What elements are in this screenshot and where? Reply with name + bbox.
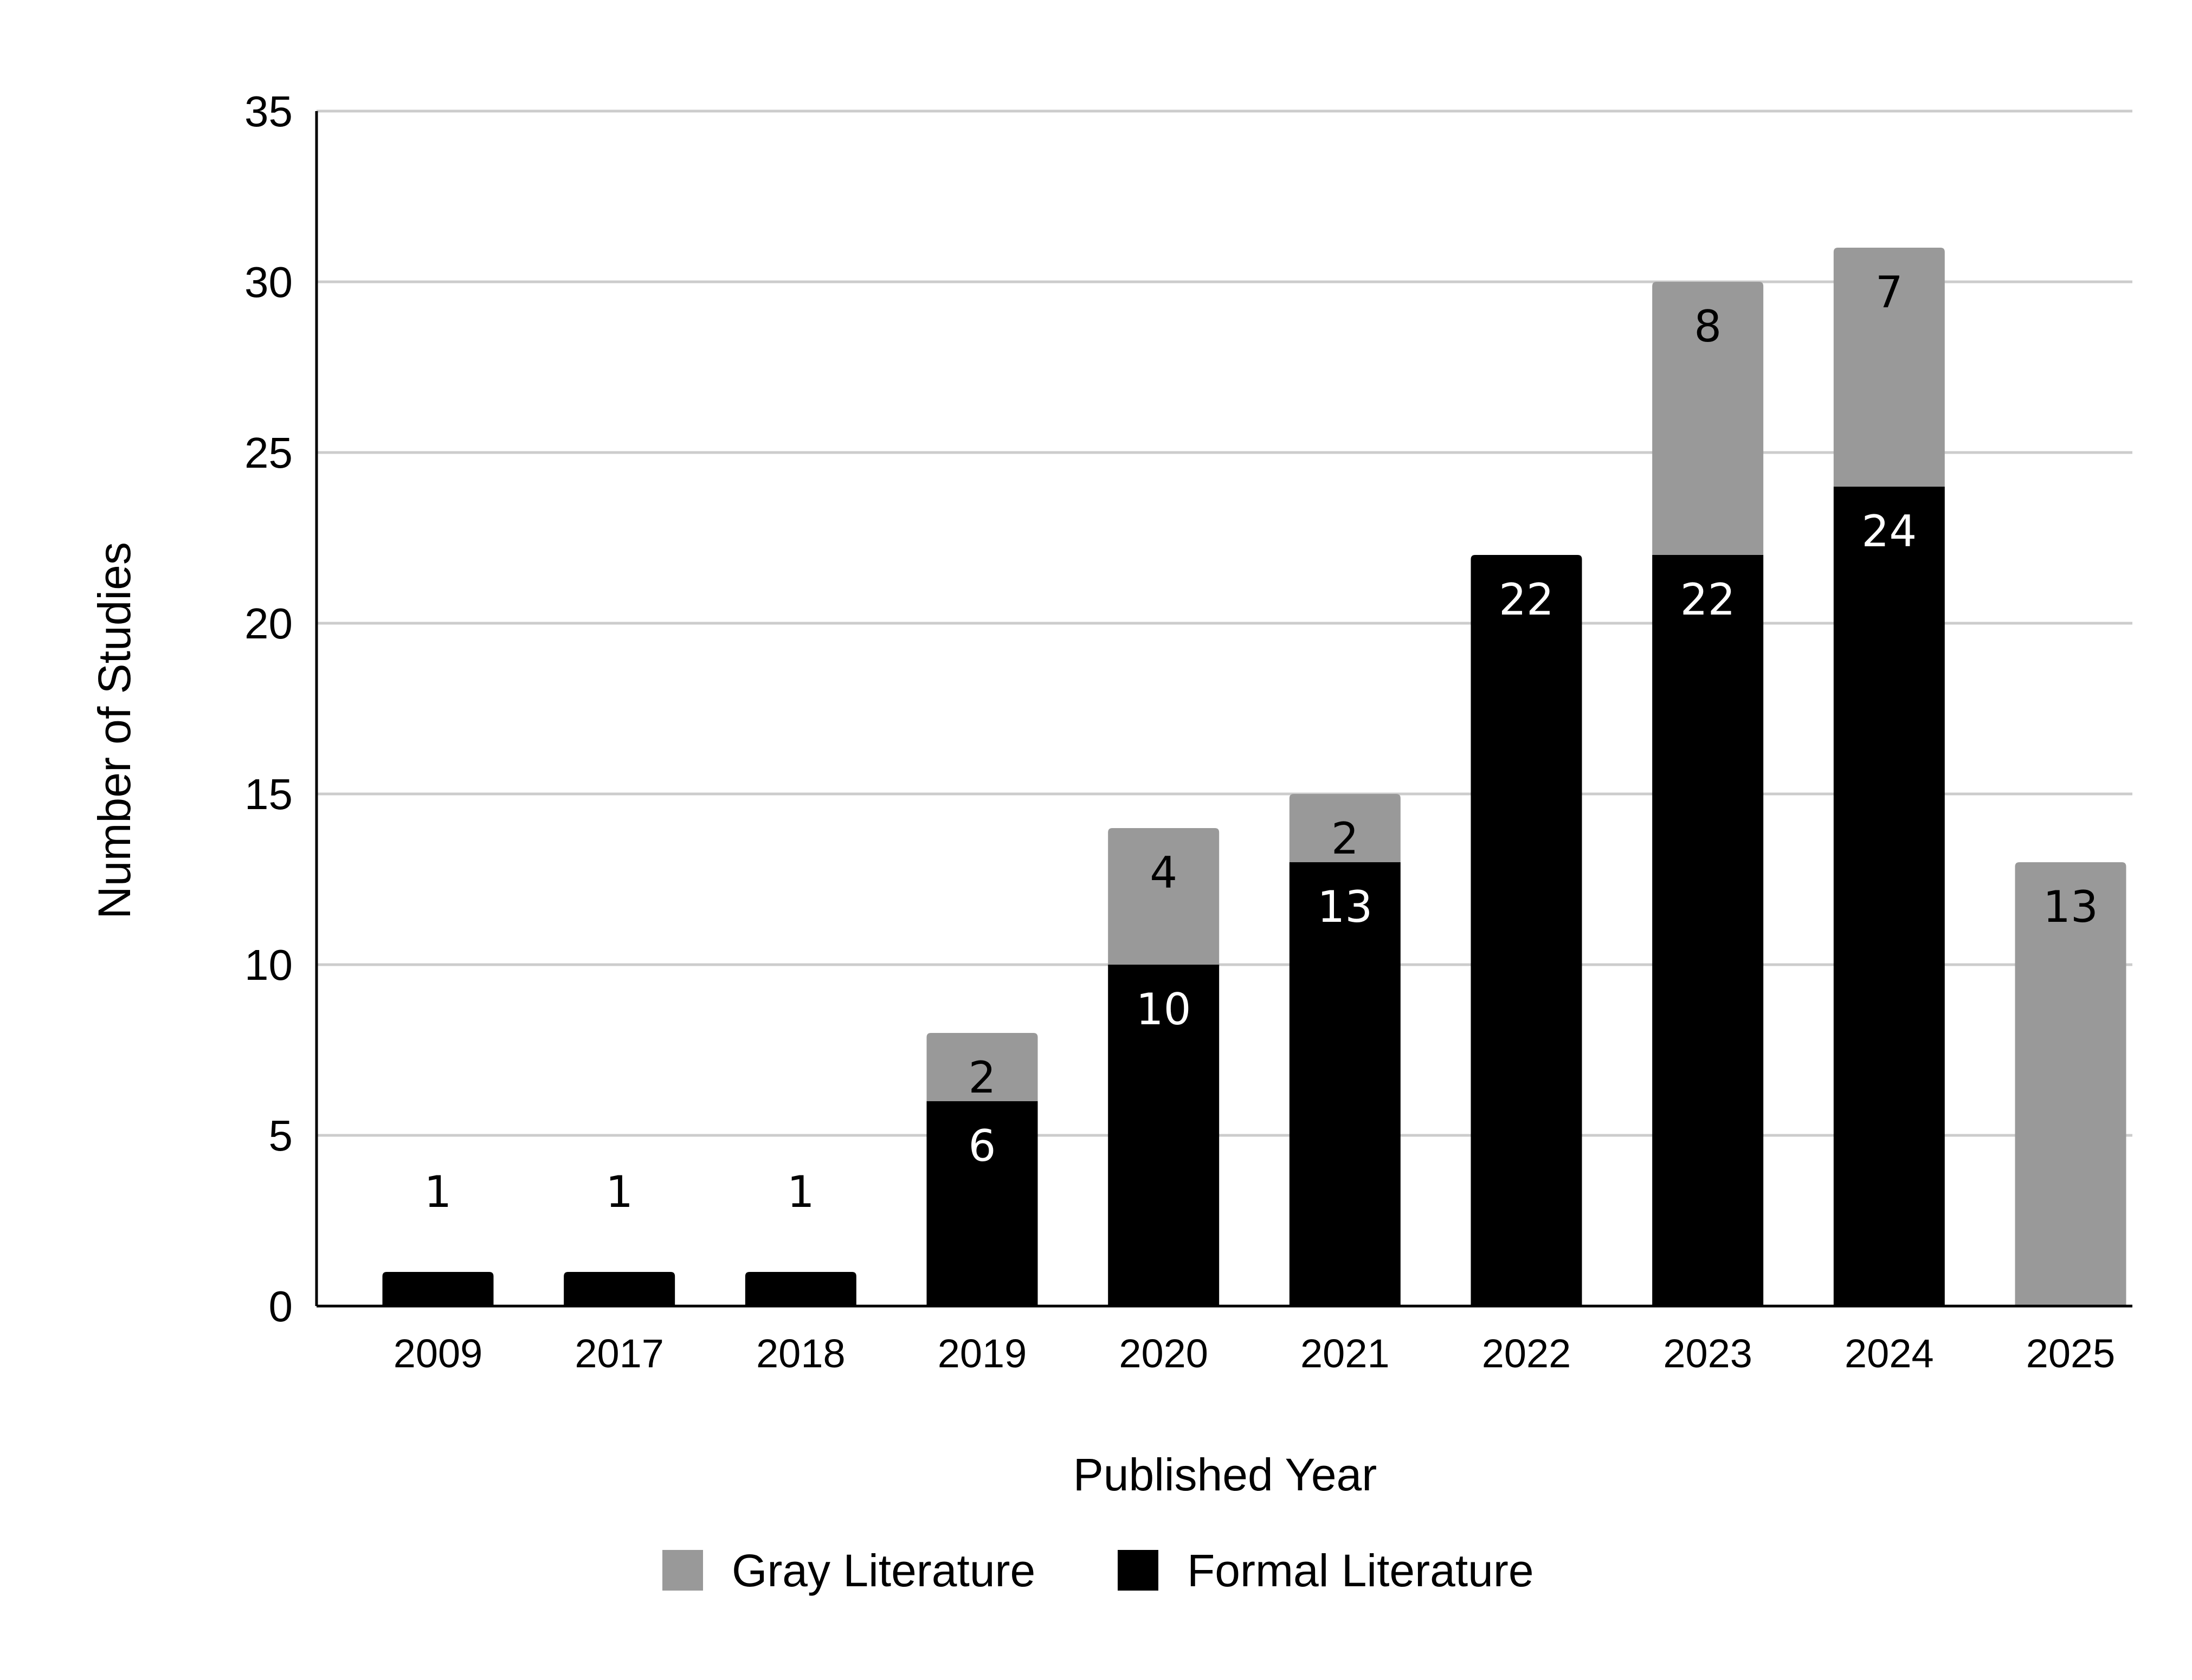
bar-segment-formal-literature <box>1833 487 1945 1306</box>
bar-segment-formal-literature <box>1652 555 1764 1306</box>
y-tick-label: 35 <box>244 87 293 135</box>
bar-segment-formal-literature <box>1289 862 1401 1306</box>
y-tick-label: 15 <box>244 770 293 818</box>
x-tick-label: 2018 <box>756 1331 846 1376</box>
x-tick-label: 2025 <box>2026 1331 2116 1376</box>
data-label: 10 <box>1136 984 1191 1035</box>
gridlines <box>317 109 2132 1137</box>
y-tick-label: 5 <box>269 1112 293 1160</box>
data-label: 24 <box>1861 506 1917 557</box>
x-tick-label: 2019 <box>938 1331 1027 1376</box>
bar-segment-gray-literature <box>2015 862 2126 1306</box>
data-label: 2 <box>1331 813 1359 864</box>
x-tick-label: 2020 <box>1119 1331 1208 1376</box>
data-label: 2 <box>969 1052 996 1103</box>
x-tick-label: 2024 <box>1845 1331 1934 1376</box>
y-tick-label: 20 <box>244 599 293 648</box>
x-tick-label: 2021 <box>1300 1331 1390 1376</box>
x-tick-label: 2017 <box>575 1331 664 1376</box>
legend-label: Gray Literature <box>732 1545 1035 1596</box>
data-label: 6 <box>969 1121 996 1171</box>
x-axis-ticks: 2009 2017 2018 2019 2020 2021 2022 2023 2024 2025 <box>394 1331 2116 1376</box>
x-axis-title: Published Year <box>1073 1449 1377 1500</box>
y-tick-label: 0 <box>269 1282 293 1330</box>
bar-segment-gray-literature <box>1833 248 1945 487</box>
data-label: 22 <box>1499 574 1554 625</box>
data-label: 7 <box>1875 267 1903 318</box>
data-label: 13 <box>1317 882 1372 932</box>
x-tick-label: 2023 <box>1663 1331 1752 1376</box>
y-tick-label: 25 <box>244 429 293 477</box>
y-tick-label: 30 <box>244 258 293 306</box>
data-label: 1 <box>787 1167 815 1217</box>
data-label: 1 <box>424 1167 452 1217</box>
data-label: 8 <box>1694 301 1722 352</box>
data-label: 1 <box>605 1167 633 1217</box>
data-label: 13 <box>2043 882 2098 932</box>
x-tick-label: 2022 <box>1482 1331 1571 1376</box>
bar-segment-formal-literature <box>382 1272 494 1306</box>
data-label: 4 <box>1150 848 1177 898</box>
bar-segment-formal-literature <box>1471 555 1582 1306</box>
axes <box>315 111 2132 1308</box>
bar-segment-formal-literature <box>1108 965 1220 1306</box>
bars <box>382 248 2126 1306</box>
legend-label: Formal Literature <box>1187 1545 1534 1596</box>
legend: Gray Literature Formal Literature <box>662 1545 1534 1596</box>
bar-segment-gray-literature <box>1289 794 1401 862</box>
bar-segment-gray-literature <box>1652 282 1764 555</box>
bar-segment-gray-literature <box>1108 828 1220 965</box>
y-tick-label: 10 <box>244 941 293 989</box>
data-label: 22 <box>1680 574 1736 625</box>
bar-segment-formal-literature <box>564 1272 675 1306</box>
bar-segment-formal-literature <box>926 1101 1038 1306</box>
y-axis-ticks: 0 5 10 15 20 25 30 35 <box>244 87 293 1330</box>
legend-swatch <box>662 1550 703 1591</box>
x-tick-label: 2009 <box>394 1331 483 1376</box>
legend-swatch <box>1118 1550 1158 1591</box>
bar-segment-formal-literature <box>745 1272 856 1306</box>
bar-segment-gray-literature <box>926 1033 1038 1101</box>
y-axis-title: Number of Studies <box>89 542 140 919</box>
